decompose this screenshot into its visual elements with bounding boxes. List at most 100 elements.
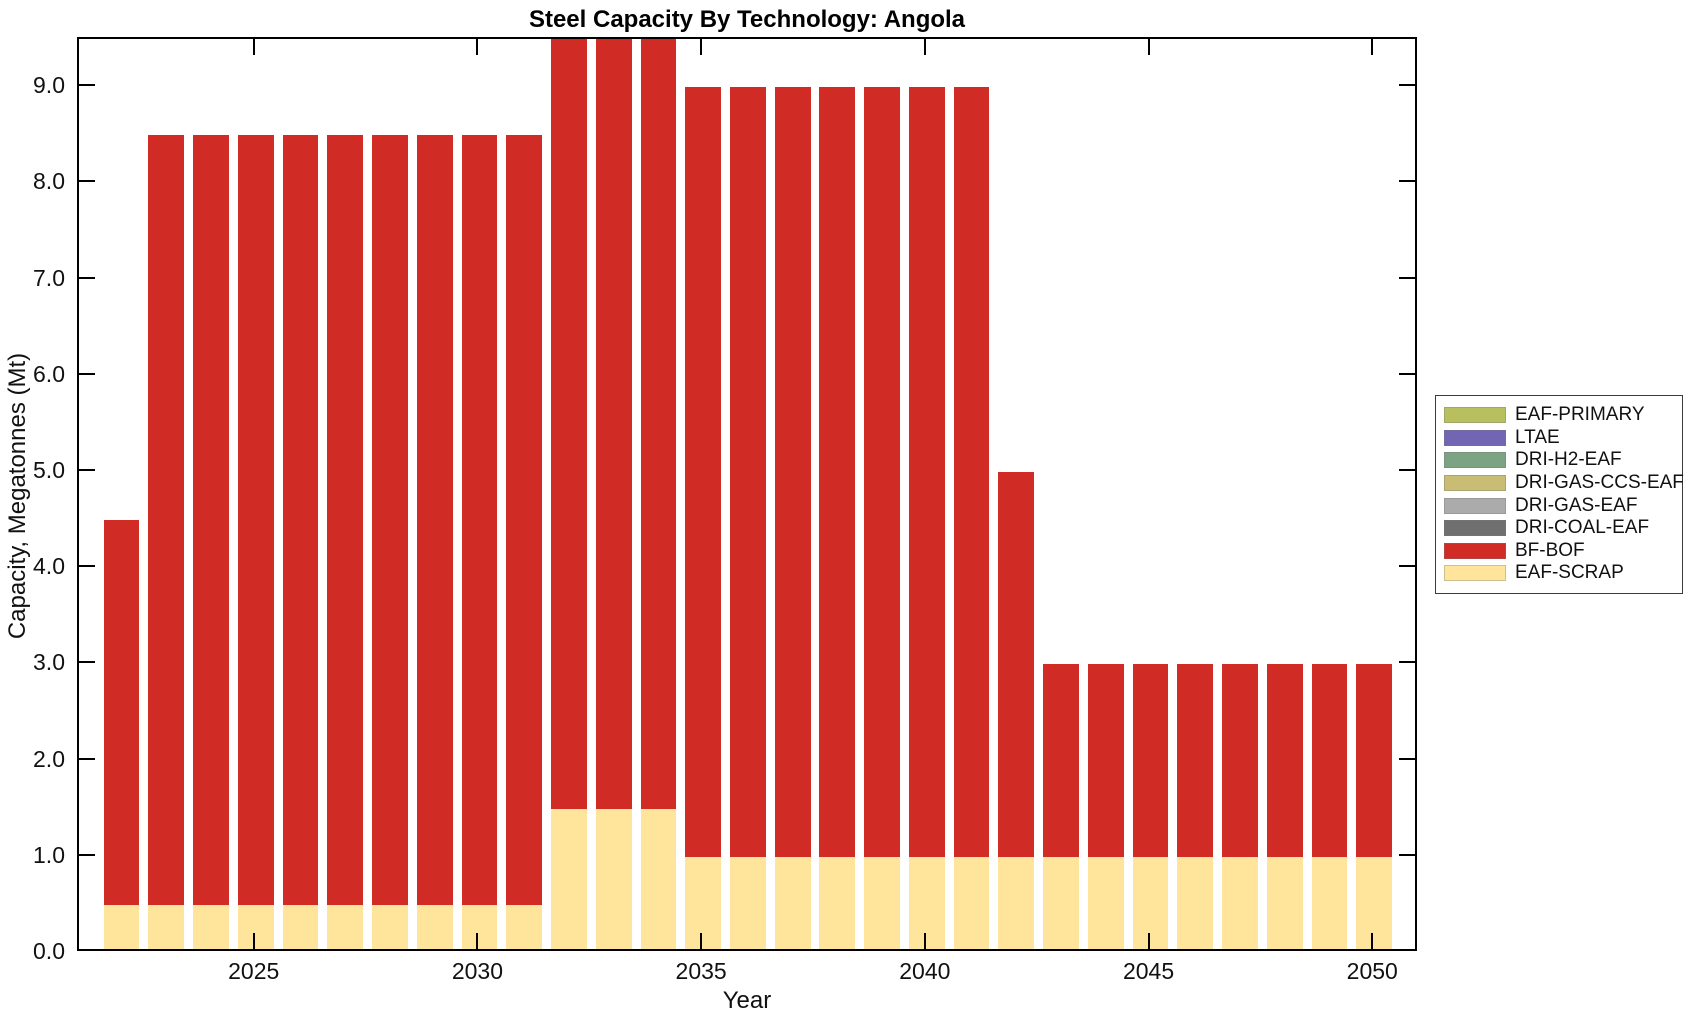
bar-segment-eaf-scrap-2022 (103, 904, 140, 949)
bar-segment-bf-bof-2044 (1087, 664, 1124, 857)
bar-segment-eaf-scrap-2040 (908, 856, 945, 949)
x-tick (700, 933, 703, 949)
bar-segment-bf-bof-2026 (282, 135, 319, 905)
bar-segment-eaf-scrap-2031 (506, 904, 543, 949)
plot-area (77, 37, 1417, 951)
y-tick-label: 5.0 (33, 456, 65, 483)
x-tick-mirror (252, 39, 255, 55)
bar-segment-eaf-scrap-2043 (1043, 856, 1079, 949)
bar-segment-bf-bof-2043 (1043, 664, 1079, 857)
bar-segment-eaf-scrap-2037 (774, 856, 811, 949)
y-tick-mirror (1399, 661, 1415, 664)
legend-label: DRI-H2-EAF (1515, 449, 1622, 471)
x-tick-label: 2050 (1346, 958, 1398, 984)
bar-segment-bf-bof-2025 (237, 135, 274, 905)
bar-segment-eaf-scrap-2032 (551, 808, 587, 949)
y-tick-label: 9.0 (33, 72, 65, 99)
bar-segment-eaf-scrap-2027 (327, 904, 364, 949)
x-tick-mirror (476, 39, 479, 55)
x-tick (252, 933, 255, 949)
bar-segment-eaf-scrap-2029 (416, 904, 453, 949)
bar-segment-eaf-scrap-2025 (237, 904, 274, 949)
bar-segment-eaf-scrap-2050 (1356, 856, 1393, 949)
bar-segment-bf-bof-2047 (1222, 664, 1258, 857)
y-tick-mirror (1399, 276, 1415, 279)
x-tick (476, 933, 479, 949)
bar-segment-eaf-scrap-2033 (595, 808, 632, 949)
legend-entry-bf-bof: BF-BOF (1444, 540, 1682, 563)
legend-entry-ltae: LTAE (1444, 427, 1682, 450)
x-tick (1371, 933, 1374, 949)
y-tick-label: 3.0 (33, 649, 65, 676)
bar-segment-bf-bof-2038 (819, 87, 856, 857)
bar-segment-eaf-scrap-2041 (953, 856, 990, 949)
bar-segment-bf-bof-2049 (1311, 664, 1348, 857)
bar-segment-eaf-scrap-2023 (148, 904, 185, 949)
y-tick-label: 0.0 (33, 938, 65, 964)
bar-segment-bf-bof-2024 (193, 135, 229, 905)
bar-segment-bf-bof-2042 (998, 471, 1035, 857)
x-tick-label: 2030 (451, 958, 503, 984)
bar-segment-bf-bof-2036 (729, 87, 766, 857)
legend-entry-eaf-primary: EAF-PRIMARY (1444, 404, 1682, 427)
legend-label: EAF-SCRAP (1515, 562, 1624, 584)
bar-segment-bf-bof-2040 (908, 87, 945, 857)
x-tick-mirror (1371, 39, 1374, 55)
legend-entry-dri-gas-ccs-eaf: DRI-GAS-CCS-EAF (1444, 472, 1684, 495)
x-tick (923, 933, 926, 949)
bar-segment-eaf-scrap-2046 (1177, 856, 1214, 949)
legend-label: DRI-GAS-EAF (1515, 494, 1638, 516)
legend-swatch-icon (1444, 452, 1506, 469)
bar-segment-eaf-scrap-2035 (685, 856, 722, 949)
bar-segment-bf-bof-2030 (461, 135, 498, 905)
bar-segment-bf-bof-2046 (1177, 664, 1214, 857)
y-tick-mirror (1399, 853, 1415, 856)
y-tick-mirror (1399, 372, 1415, 375)
bar-segment-eaf-scrap-2038 (819, 856, 856, 949)
y-tick (79, 853, 95, 856)
bar-segment-eaf-scrap-2026 (282, 904, 319, 949)
bar-segment-bf-bof-2033 (595, 39, 632, 809)
bar-segment-bf-bof-2028 (372, 135, 408, 905)
y-tick-mirror (1399, 180, 1415, 183)
legend-swatch-icon (1444, 542, 1506, 559)
y-tick-mirror (1399, 565, 1415, 568)
bar-segment-eaf-scrap-2045 (1132, 856, 1169, 949)
bar-segment-bf-bof-2034 (640, 39, 677, 809)
bar-segment-bf-bof-2048 (1266, 664, 1303, 857)
y-tick (79, 84, 95, 87)
legend: EAF-PRIMARY LTAE DRI-H2-EAF DRI-GAS-CCS-EAF… (1435, 395, 1684, 594)
legend-entry-dri-h2-eaf: DRI-H2-EAF (1444, 449, 1682, 472)
x-tick (1147, 933, 1150, 949)
bar-segment-bf-bof-2023 (148, 135, 185, 905)
y-tick (79, 565, 95, 568)
y-tick-label: 6.0 (33, 360, 65, 387)
legend-swatch-icon (1444, 429, 1506, 446)
bar-segment-bf-bof-2039 (864, 87, 900, 857)
legend-swatch-icon (1444, 520, 1506, 537)
y-tick-label: 4.0 (33, 553, 65, 580)
bar-segment-bf-bof-2050 (1356, 664, 1393, 857)
legend-swatch-icon (1444, 497, 1506, 514)
bar-segment-bf-bof-2027 (327, 135, 364, 905)
x-tick-label: 2035 (675, 958, 727, 984)
y-tick-mirror (1399, 468, 1415, 471)
chart-title: Steel Capacity By Technology: Angola (528, 6, 966, 33)
legend-entry-eaf-scrap: EAF-SCRAP (1444, 562, 1682, 585)
x-tick-label: 2040 (899, 958, 951, 984)
bar-segment-eaf-scrap-2039 (864, 856, 900, 949)
legend-label: BF-BOF (1515, 539, 1585, 561)
bar-segment-eaf-scrap-2048 (1266, 856, 1303, 949)
legend-label: DRI-COAL-EAF (1515, 517, 1650, 539)
bar-segment-eaf-scrap-2047 (1222, 856, 1258, 949)
x-tick-mirror (923, 39, 926, 55)
legend-swatch-icon (1444, 565, 1506, 582)
legend-label: EAF-PRIMARY (1515, 404, 1645, 426)
bar-segment-bf-bof-2035 (685, 87, 722, 857)
x-tick-mirror (700, 39, 703, 55)
bar-segment-bf-bof-2045 (1132, 664, 1169, 857)
y-tick (79, 468, 95, 471)
y-tick (79, 757, 95, 760)
bar-segment-bf-bof-2022 (103, 520, 140, 905)
